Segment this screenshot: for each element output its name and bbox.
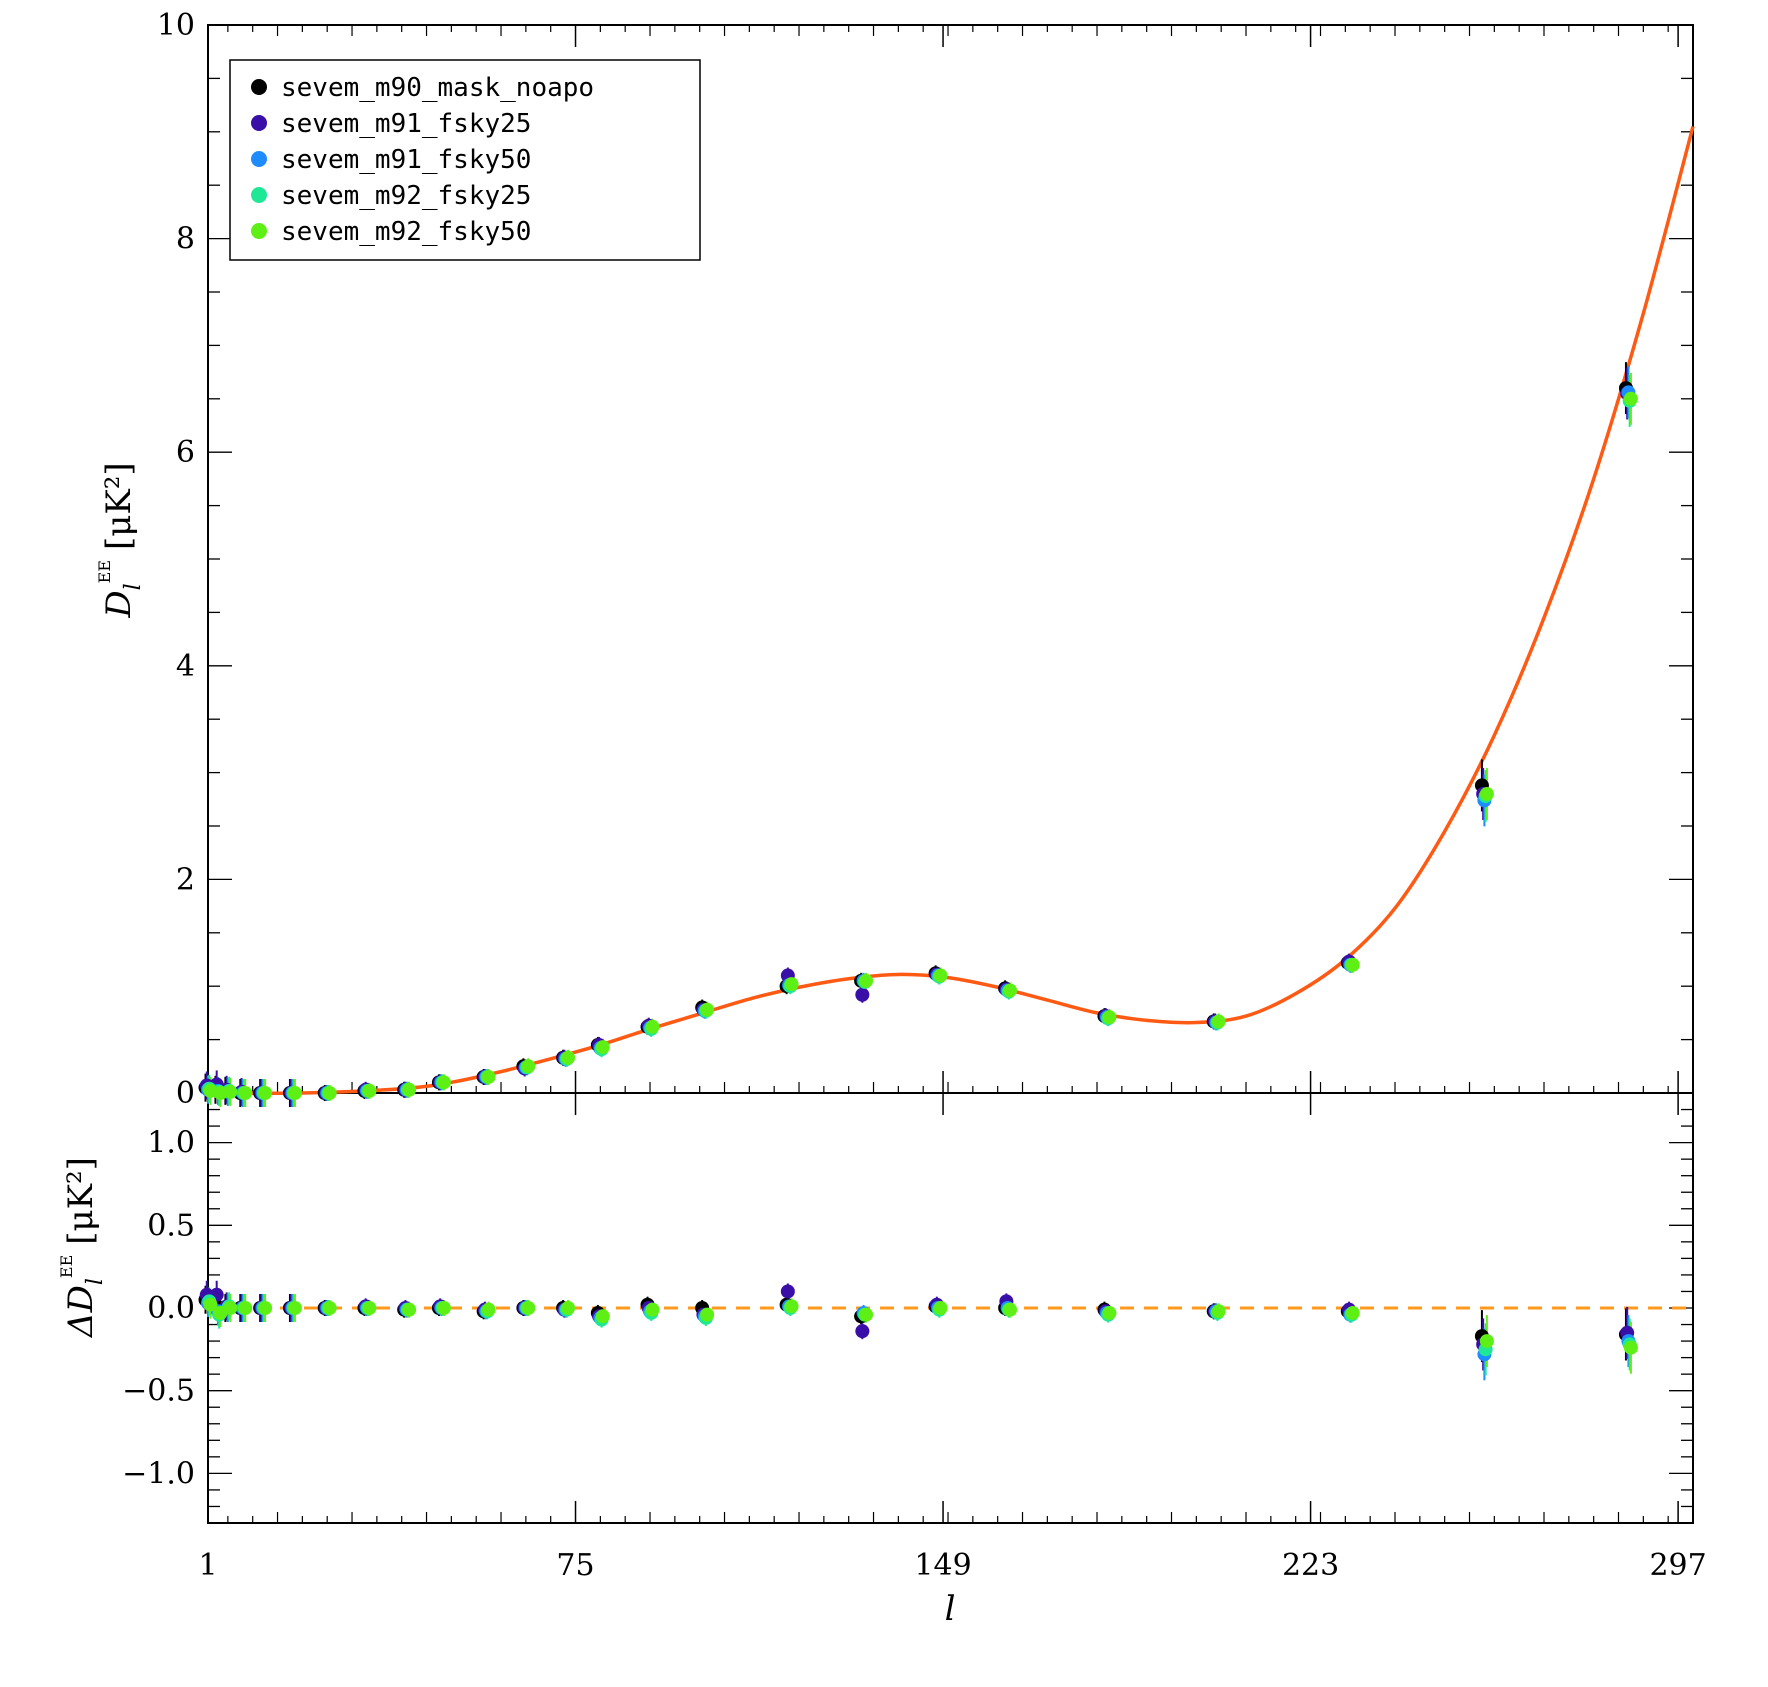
top-point <box>1345 957 1360 972</box>
legend-label: sevem_m90_mask_noapo <box>281 73 594 103</box>
bottom-point <box>362 1301 377 1315</box>
x-tick-label: 223 <box>1282 1548 1339 1583</box>
bottom-point <box>287 1301 302 1315</box>
bottom-point <box>595 1309 610 1324</box>
bottom-point <box>1003 1302 1018 1317</box>
bottom-ylabel-main: ΔD <box>61 1285 101 1339</box>
top-point <box>223 1084 238 1099</box>
top-point <box>322 1086 337 1100</box>
x-tick-label: 149 <box>914 1548 971 1583</box>
theory-model-curve <box>207 126 1695 1096</box>
top-point <box>238 1086 253 1100</box>
bottom-point <box>933 1301 948 1315</box>
top-point <box>645 1019 660 1034</box>
model-curves <box>207 126 1695 1310</box>
bottom-y-tick-label: −0.5 <box>122 1374 195 1409</box>
bottom-point <box>203 1297 218 1312</box>
top-point <box>561 1050 576 1065</box>
bottom-point <box>1623 1340 1638 1355</box>
legend-marker <box>251 115 267 131</box>
top-point <box>402 1082 417 1097</box>
top-y-tick-label: 4 <box>176 649 195 684</box>
top-point <box>1479 786 1494 801</box>
bottom-point <box>700 1307 715 1322</box>
top-ylabel: Dl EE [μK²] <box>95 462 146 618</box>
top-y-tick-label: 6 <box>176 435 195 470</box>
top-point <box>1211 1014 1226 1029</box>
top-point <box>859 973 874 988</box>
legend-marker <box>251 223 267 239</box>
top-y-tick-label: 8 <box>176 222 195 257</box>
bottom-ylabel-sup: EE <box>57 1255 76 1278</box>
legend: sevem_m90_mask_noapo sevem_m91_fsky25seve… <box>229 59 701 261</box>
bottom-point <box>238 1301 253 1315</box>
top-point <box>933 968 948 983</box>
top-point <box>855 987 870 1002</box>
bottom-point <box>481 1302 496 1317</box>
x-tick-label: 297 <box>1649 1548 1706 1583</box>
top-point <box>784 977 799 992</box>
x-tick-label: 1 <box>198 1548 217 1583</box>
legend-label: sevem_m92_fsky25 <box>281 181 531 211</box>
bottom-ylabel-unit: [μK²] <box>61 1157 101 1245</box>
bottom-point <box>1479 1334 1494 1349</box>
top-ylabel-sub: l <box>121 583 146 590</box>
top-point <box>481 1069 496 1084</box>
bottom-point <box>223 1301 238 1315</box>
bottom-point <box>1102 1305 1117 1320</box>
bottom-point <box>436 1301 451 1315</box>
legend-marker <box>251 79 267 95</box>
legend-box <box>229 59 701 261</box>
legend-label: sevem_m91_fsky25 <box>281 109 531 139</box>
bottom-point <box>645 1302 660 1317</box>
tick-labels: 1 75 149 223 297 0 2 4 6 8 10 1.0 0.5 0.0 −0.5 −1.0 <box>122 8 1707 1583</box>
top-point <box>436 1075 451 1090</box>
legend-label: sevem_m91_fsky50 <box>281 145 531 175</box>
legend-label: sevem_m92_fsky50 <box>281 217 531 247</box>
top-ylabel-main: D <box>99 590 139 618</box>
top-point <box>595 1040 610 1055</box>
top-point <box>1623 391 1638 406</box>
top-point <box>362 1083 377 1098</box>
top-y-tick-label: 10 <box>157 8 195 43</box>
top-point <box>521 1059 536 1074</box>
data-points <box>198 381 1638 1362</box>
bottom-point <box>322 1301 337 1315</box>
bottom-point <box>1345 1305 1360 1320</box>
bottom-point <box>859 1307 874 1322</box>
bottom-point <box>784 1299 799 1314</box>
bottom-point <box>258 1301 273 1315</box>
bottom-point <box>402 1302 417 1317</box>
top-y-tick-label: 0 <box>176 1076 195 1111</box>
bottom-point <box>780 1284 795 1299</box>
top-point <box>1003 983 1018 998</box>
top-point <box>700 1002 715 1017</box>
top-point <box>287 1086 302 1100</box>
legend-entries: sevem_m90_mask_noapo sevem_m91_fsky25seve… <box>251 73 594 247</box>
top-y-tick-label: 2 <box>176 862 195 897</box>
bottom-y-tick-label: 1.0 <box>147 1126 195 1161</box>
top-ylabel-unit: [μK²] <box>99 462 139 550</box>
bottom-point <box>521 1301 536 1315</box>
bottom-point <box>1211 1304 1226 1319</box>
bottom-point <box>855 1324 870 1339</box>
bottom-ylabel: ΔDl EE [μK²] <box>57 1157 108 1339</box>
bottom-y-tick-label: 0.5 <box>147 1208 195 1243</box>
bottom-ylabel-sub: l <box>83 1278 108 1285</box>
top-point <box>1102 1010 1117 1025</box>
x-tick-label: 75 <box>556 1548 594 1583</box>
error-bars <box>204 362 1632 1381</box>
legend-marker <box>251 151 267 167</box>
legend-marker <box>251 187 267 203</box>
x-axis-label: l <box>945 1589 956 1629</box>
top-ylabel-sup: EE <box>95 560 114 583</box>
bottom-y-tick-label: −1.0 <box>122 1456 195 1491</box>
bottom-y-tick-label: 0.0 <box>147 1291 195 1326</box>
bottom-point <box>561 1301 576 1315</box>
top-point <box>258 1086 273 1100</box>
tick-marks <box>207 24 1694 1524</box>
